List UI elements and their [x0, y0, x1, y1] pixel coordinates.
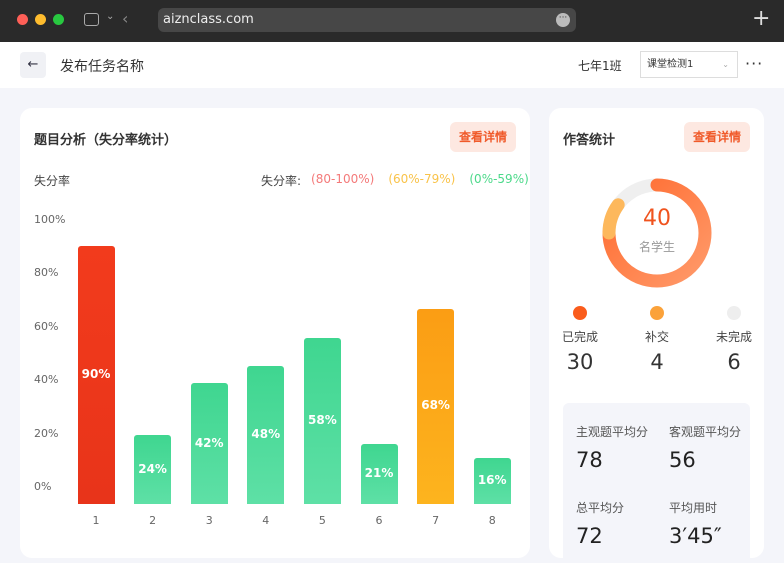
x-tick-label: 6 [375, 514, 383, 527]
donut-chart [602, 178, 712, 288]
donut-late [602, 178, 712, 288]
address-bar[interactable]: aiznclass.com ··· [158, 8, 576, 32]
bar-value-label: 48% [251, 427, 281, 442]
new-tab-icon[interactable]: + [752, 6, 771, 31]
bar-8[interactable]: 16% [473, 458, 511, 504]
bar-value-label: 58% [308, 412, 337, 427]
x-tick-label: 1 [92, 514, 100, 527]
bar-value-label: 24% [138, 461, 167, 476]
x-tick-label: 2 [149, 514, 157, 527]
total-students: 40 [643, 206, 671, 231]
chevron-down-icon: ⌄ [722, 60, 729, 69]
page-header: ← 发布任务名称 七年1班 课堂检测1 ⌄ ··· [0, 42, 784, 88]
y-tick-label: 60% [34, 319, 59, 333]
status-dot [650, 306, 664, 320]
more-icon[interactable]: ··· [556, 13, 570, 27]
status-label: 补交 [644, 330, 669, 344]
view-details-button[interactable]: 查看详情 [450, 122, 516, 152]
x-tick-label: 8 [488, 514, 496, 527]
x-tick-label: 3 [205, 514, 213, 527]
subjective-avg-value: 78 [576, 448, 603, 472]
total-avg-value: 72 [576, 524, 603, 548]
bar-1[interactable]: 90% [77, 245, 115, 504]
y-axis-label: 失分率 [34, 174, 71, 188]
bar-3[interactable]: 42% [190, 383, 228, 504]
x-tick-label: 7 [432, 514, 440, 527]
page-title: 发布任务名称 [60, 59, 144, 75]
back-button[interactable]: ← [20, 52, 46, 78]
close-window-button[interactable] [17, 14, 28, 25]
summary-box: 主观题平均分 78 客观题平均分 56 总平均分 72 平均用时 3′45″ [563, 403, 750, 563]
class-name: 七年1班 [578, 59, 622, 73]
legend-high: (80-100%) [311, 172, 375, 186]
y-tick-label: 40% [34, 373, 59, 387]
status-label: 已完成 [561, 330, 598, 344]
status-count: 6 [727, 350, 741, 374]
sidebar-toggle-icon[interactable] [84, 13, 99, 26]
subjective-avg-label: 主观题平均分 [576, 425, 649, 439]
test-select[interactable]: 课堂检测1 ⌄ [640, 51, 738, 78]
total-label: 名学生 [638, 240, 675, 254]
legend-prefix: 失分率: [261, 174, 302, 188]
answer-stats-card: 作答统计 查看详情 40 名学生 已完成 30 补交 4 未完成 6 主观题平均… [549, 108, 764, 563]
bar-2[interactable]: 24% [134, 435, 172, 504]
legend-low: (0%-59%) [469, 172, 529, 186]
status-count: 4 [650, 350, 664, 374]
objective-avg-value: 56 [669, 448, 696, 472]
bar-5[interactable]: 58% [303, 337, 341, 504]
browser-toolbar: ⌄ ‹ aiznclass.com ··· + [0, 0, 784, 42]
y-tick-label: 20% [34, 426, 59, 440]
card-title: 作答统计 [563, 133, 616, 148]
card-title: 题目分析（失分率统计） [34, 133, 178, 148]
total-avg-label: 总平均分 [576, 501, 625, 515]
maximize-window-button[interactable] [53, 14, 64, 25]
bar-value-label: 16% [477, 473, 507, 488]
x-tick-label: 5 [318, 514, 326, 527]
x-tick-label: 4 [262, 514, 270, 527]
bar-4[interactable]: 48% [247, 366, 285, 504]
bar-value-label: 21% [364, 465, 394, 480]
status-dot [573, 306, 587, 320]
avg-time-value: 3′45″ [669, 524, 722, 548]
status-dot [727, 306, 741, 320]
y-tick-label: 0% [34, 480, 52, 493]
y-tick-label: 100% [34, 213, 66, 226]
legend-mid: (60%-79%) [388, 172, 456, 186]
bar-7[interactable]: 68% [417, 308, 455, 504]
bar-6[interactable]: 21% [360, 443, 398, 504]
objective-avg-label: 客观题平均分 [669, 425, 742, 439]
bar-value-label: 68% [421, 398, 450, 413]
url-text: aiznclass.com [163, 12, 254, 27]
y-tick-label: 80% [34, 266, 59, 280]
bar-value-label: 42% [194, 435, 224, 450]
avg-time-label: 平均用时 [669, 501, 718, 515]
chevron-down-icon[interactable]: ⌄ [106, 11, 115, 22]
status-label: 未完成 [715, 330, 752, 344]
select-value: 课堂检测1 [647, 59, 694, 70]
status-count: 30 [566, 350, 594, 374]
view-details-button[interactable]: 查看详情 [684, 122, 750, 152]
bar-value-label: 90% [81, 366, 111, 381]
legend: 失分率: (80-100%) (60%-79%) (0%-59%) [261, 172, 529, 189]
minimize-window-button[interactable] [35, 14, 46, 25]
more-menu-button[interactable]: ··· [745, 54, 764, 73]
back-nav-icon[interactable]: ‹ [122, 9, 129, 28]
